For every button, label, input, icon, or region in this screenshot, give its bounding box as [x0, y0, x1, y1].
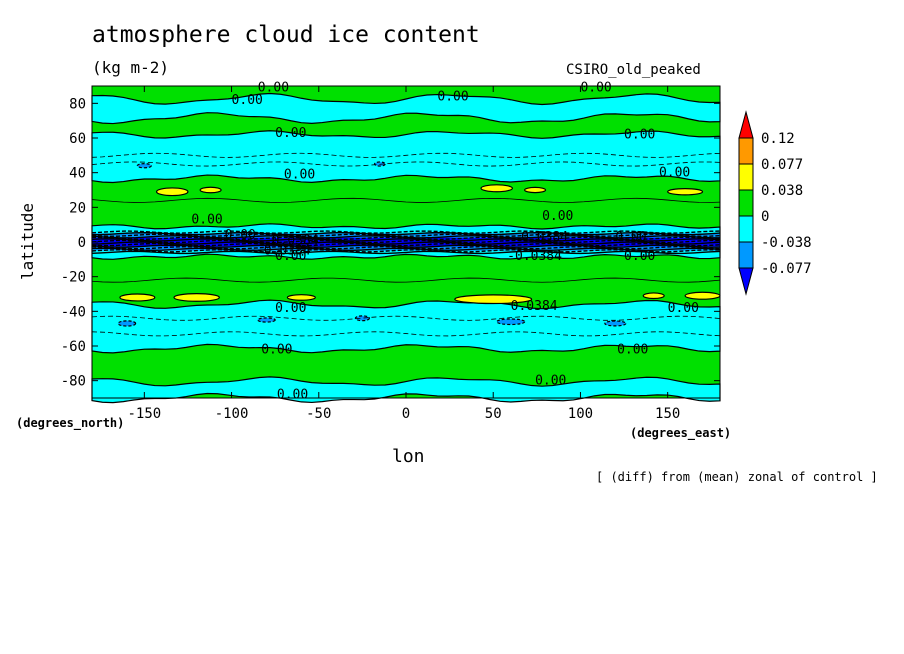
negative-patch [117, 320, 137, 327]
equatorial-contour [91, 233, 721, 237]
contour-label: 0.00 [535, 374, 566, 389]
negative-patch [257, 317, 276, 323]
positive-patch [286, 294, 316, 301]
contour-label: 0.00 [284, 167, 315, 182]
contour-label: 0.00 [659, 166, 690, 181]
contour-label: 0.00 [542, 209, 573, 224]
y-tick-label: 60 [69, 131, 86, 147]
chart-units: (kg m-2) [92, 58, 170, 77]
legend-label: -0.077 [761, 261, 812, 277]
contour-label: 0.00 [191, 212, 222, 227]
y-tick-label: -40 [61, 304, 86, 320]
positive-patch [684, 291, 721, 300]
x-axis-units: (degrees_east) [630, 426, 732, 440]
equatorial-contour [91, 244, 721, 248]
interior-contour [91, 315, 721, 321]
y-tick-label: -60 [61, 339, 86, 355]
legend-label: 0 [761, 209, 769, 225]
contour-label: 0.00 [437, 89, 468, 104]
equatorial-contour [91, 230, 721, 234]
x-tick-label: 100 [568, 406, 593, 422]
contour-label: 0.0384 [521, 230, 568, 245]
equatorial-contour [91, 249, 721, 253]
contour-label: 0.00 [617, 342, 648, 357]
negative-patch [604, 320, 627, 327]
diff-note: [ (diff) from (mean) zonal of control ] [596, 470, 878, 484]
contour-label: 0.00 [277, 388, 308, 403]
positive-patch [454, 294, 533, 305]
x-tick-label: 150 [655, 406, 680, 422]
y-tick-label: -80 [61, 374, 86, 390]
y-tick-label: 80 [69, 96, 86, 112]
contour-label: 0.00 [668, 301, 699, 316]
equatorial-min [92, 237, 720, 247]
positive-patch [119, 293, 156, 302]
legend-swatch [738, 241, 754, 269]
equatorial-contour [91, 231, 721, 236]
interior-contour [91, 152, 721, 158]
legend-label: 0.038 [761, 183, 803, 199]
contour-label: 0.0384 [511, 299, 558, 314]
negative-patch [354, 315, 370, 322]
contour-label: 0.00 [580, 81, 611, 96]
band-south-polar-negative [91, 376, 721, 404]
y-tick-label: 20 [69, 200, 86, 216]
legend-swatch [738, 189, 754, 217]
legend-swatch [738, 137, 754, 165]
contour-label: 0.00 [624, 128, 655, 143]
contour-label: 0.0384 [272, 233, 319, 248]
legend-swatch-top [738, 110, 754, 139]
contour-label: 0.00 [615, 230, 646, 245]
negative-patch [136, 163, 152, 169]
interior-contour [91, 331, 721, 337]
model-name: CSIRO_old_peaked [566, 62, 701, 78]
y-tick-label: -20 [61, 270, 86, 286]
contour-label: -0.0384 [507, 249, 562, 264]
interior-contour [91, 197, 721, 203]
x-tick-label: -100 [215, 406, 249, 422]
contour-label: 0.00 [225, 228, 256, 243]
y-tick-label: 0 [78, 235, 86, 251]
interior-contour [91, 161, 721, 167]
equatorial-contour [91, 241, 721, 245]
x-tick-label: -50 [306, 406, 331, 422]
legend-label: 0.077 [761, 157, 803, 173]
legend-label: 0.12 [761, 131, 795, 147]
positive-patch [155, 187, 189, 197]
contour-label: 0.00 [275, 126, 306, 141]
positive-patch [173, 293, 220, 302]
legend-label: -0.038 [761, 235, 812, 251]
positive-patch [642, 292, 665, 300]
positive-patch [524, 186, 547, 194]
y-tick-label: 40 [69, 166, 86, 182]
legend-swatch-bottom [738, 267, 754, 296]
equatorial-contour [91, 242, 721, 247]
contour-label: 0.00 [261, 342, 292, 357]
y-axis-units: (degrees_north) [16, 416, 125, 430]
chart-title: atmosphere cloud ice content [92, 22, 480, 48]
legend-swatch [738, 163, 754, 191]
positive-patch [480, 184, 514, 193]
x-tick-label: -150 [127, 406, 161, 422]
contour-label: 0.00 [232, 93, 263, 108]
contour-label: 0.00 [624, 249, 655, 264]
contour-label: 0.00 [258, 81, 289, 96]
negative-patch [496, 318, 526, 326]
contour-label: 0.00 [275, 249, 306, 264]
x-tick-label: 50 [485, 406, 502, 422]
positive-patch [667, 188, 704, 196]
contour-label: 0.00 [275, 301, 306, 316]
interior-contour [91, 277, 721, 283]
equatorial-contour [91, 239, 721, 244]
contour-label: -0.0384 [256, 244, 311, 259]
legend-swatch [738, 215, 754, 243]
positive-patch [199, 186, 222, 194]
x-axis-label: lon [392, 446, 425, 467]
x-tick-label: 0 [402, 406, 410, 422]
equatorial-contour [91, 250, 721, 255]
